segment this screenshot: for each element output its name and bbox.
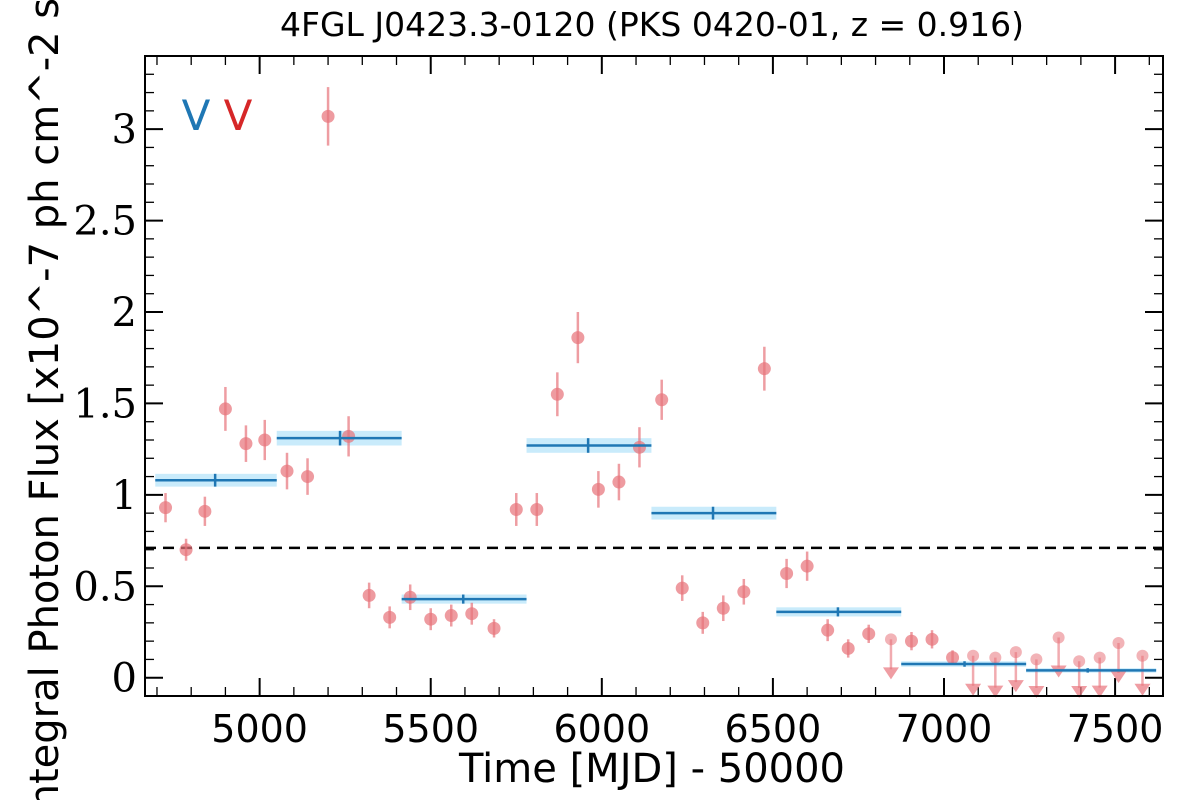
upper-limit-point xyxy=(1093,651,1106,664)
flux-point xyxy=(841,641,855,655)
flux-point xyxy=(591,482,605,496)
upper-limit-arrowhead xyxy=(1134,683,1151,696)
flux-point xyxy=(571,331,585,345)
flux-point xyxy=(780,566,794,580)
upper-limit-arrowhead xyxy=(1007,680,1024,693)
flux-point xyxy=(444,609,458,623)
flux-point xyxy=(159,501,173,515)
ticks-layer xyxy=(145,56,1163,697)
flux-point xyxy=(757,362,771,376)
x-tick-labels: 5000 5500 6000 6500 7000 7500 xyxy=(211,707,1163,751)
upper-limit-point xyxy=(967,649,980,662)
flux-point xyxy=(612,475,626,489)
flux-point xyxy=(301,470,315,484)
flux-point xyxy=(487,621,501,635)
upper-limit-arrowhead xyxy=(1028,686,1045,698)
y-axis-label: Integral Photon Flux [x10^-7 ph cm^-2 s^… xyxy=(22,0,68,800)
flux-point xyxy=(465,607,479,621)
flux-point xyxy=(655,393,669,407)
flux-point xyxy=(342,429,356,443)
light-curve-points xyxy=(159,87,1151,698)
flux-point xyxy=(321,109,335,123)
upper-limit-point xyxy=(1112,636,1125,649)
flux-point xyxy=(862,627,876,641)
flux-point xyxy=(696,616,710,630)
x-tick-label: 5000 xyxy=(211,707,308,751)
flux-point xyxy=(904,634,918,648)
upper-limit-point xyxy=(989,651,1002,664)
upper-limit-arrowhead xyxy=(1091,685,1108,698)
x-tick-label: 6500 xyxy=(725,707,822,751)
flux-point xyxy=(179,543,193,557)
v-marker: V xyxy=(224,91,253,140)
flux-point xyxy=(632,440,646,454)
flux-point xyxy=(550,387,564,401)
flux-point xyxy=(925,632,939,646)
flux-point xyxy=(821,623,835,637)
upper-limit-point xyxy=(1136,649,1149,662)
flux-point xyxy=(362,588,376,602)
y-tick-label: 2 xyxy=(112,290,137,336)
flux-point xyxy=(737,585,751,599)
upper-limit-point xyxy=(1052,631,1065,644)
upper-limit-arrowhead xyxy=(1071,686,1088,698)
flux-point xyxy=(716,601,730,615)
y-tick-labels: 0 0.5 1 1.5 2 2.5 3 xyxy=(73,107,137,702)
flux-point xyxy=(218,402,232,416)
upper-limit-point xyxy=(1009,646,1022,659)
flux-point xyxy=(280,464,294,478)
flux-point xyxy=(946,651,960,665)
plot-frame xyxy=(144,55,1164,697)
y-tick-label: 2.5 xyxy=(73,199,137,245)
binned-flux-bands xyxy=(155,430,1157,673)
flux-point xyxy=(530,502,544,516)
v-marker: V xyxy=(182,91,211,140)
chart-title: 4FGL J0423.3-0120 (PKS 0420-01, z = 0.91… xyxy=(280,5,1024,44)
y-tick-label: 0.5 xyxy=(73,564,137,610)
x-tick-label: 7500 xyxy=(1067,707,1164,751)
binned-flux-lines xyxy=(155,430,1157,673)
upper-limit-point xyxy=(1073,655,1086,668)
flux-point xyxy=(239,437,253,451)
x-tick-label: 7000 xyxy=(896,707,993,751)
y-tick-label: 0 xyxy=(112,656,137,702)
flux-point xyxy=(198,504,212,518)
flux-point xyxy=(509,502,523,516)
upper-limit-arrowhead xyxy=(965,683,982,696)
flux-point xyxy=(424,612,438,626)
upper-limit-arrowhead xyxy=(1110,670,1127,683)
flux-point xyxy=(403,590,417,604)
y-tick-label: 3 xyxy=(112,107,137,153)
flux-point xyxy=(383,610,397,624)
upper-limit-arrowhead xyxy=(882,667,899,680)
x-tick-label: 6000 xyxy=(553,707,650,751)
x-tick-label: 5500 xyxy=(382,707,479,751)
y-tick-label: 1.5 xyxy=(73,381,137,427)
upper-limit-arrowhead xyxy=(987,685,1004,698)
flux-point xyxy=(800,559,814,573)
flux-point xyxy=(675,581,689,595)
upper-limit-point xyxy=(884,633,897,646)
upper-limit-point xyxy=(1030,653,1043,666)
y-tick-label: 1 xyxy=(112,473,137,519)
flux-point xyxy=(258,433,272,447)
x-axis-label: Time [MJD] - 50000 xyxy=(458,746,845,792)
